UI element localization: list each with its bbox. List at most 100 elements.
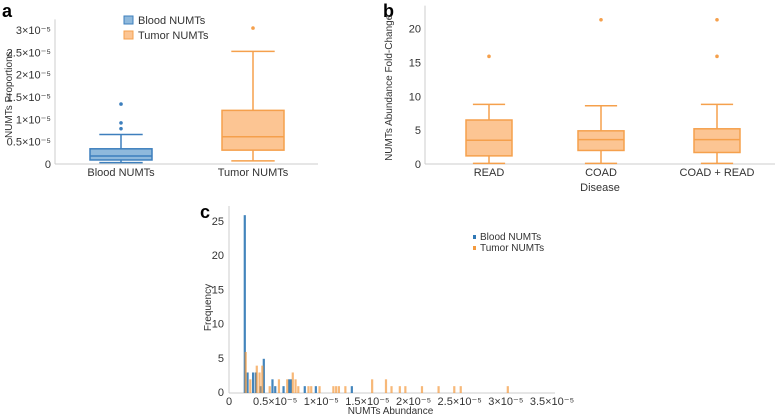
x-tick-label: Tumor NUMTs <box>218 167 289 179</box>
histogram-bar <box>398 386 401 393</box>
histogram-bar <box>310 386 313 393</box>
box-coad-read <box>693 17 741 165</box>
x-tick-label: COAD <box>585 167 617 179</box>
histogram-bar <box>332 386 335 393</box>
iqr-box <box>465 119 513 157</box>
histogram-bar <box>271 379 274 393</box>
box-coad <box>577 17 625 165</box>
histogram-bar <box>289 379 293 393</box>
outlier-point <box>119 126 123 131</box>
panel-b-boxplot: b 0 5 10 15 20 NUMTs Abundance Fold-Change Dise… <box>383 1 775 194</box>
iqr-box <box>693 128 741 154</box>
histogram-bar <box>420 386 424 393</box>
y-tick-label: 15 <box>212 284 224 296</box>
histogram-bar <box>459 386 462 393</box>
y-tick-label: 20 <box>212 250 224 262</box>
legend-swatch <box>473 246 476 250</box>
y-axis-label: NUMTs Abundance Fold-Change <box>384 14 395 161</box>
x-tick-label: COAD + READ <box>680 167 755 179</box>
iqr-box <box>89 148 153 161</box>
x-tick-label: 1.5×10⁻⁵ <box>345 396 389 408</box>
panel-c-histogram: c 0 5 10 15 20 25 0 0.5×10⁻⁵ 1×10⁻⁵ 1.5×10⁻⁵ 2×10⁻⁵… <box>200 202 574 416</box>
y-tick-label: 0 <box>45 159 51 171</box>
x-tick-label: 0.5×10⁻⁵ <box>253 396 297 408</box>
histogram-bar <box>246 372 249 393</box>
histogram-bar <box>384 379 388 393</box>
outlier-point <box>251 26 255 30</box>
histogram-bar <box>297 386 300 393</box>
x-tick-label: READ <box>474 167 505 179</box>
y-tick-label: 0 <box>218 387 224 399</box>
y-tick-label: 1×10⁻⁵ <box>16 114 51 126</box>
iqr-box <box>221 109 285 151</box>
histogram-bar <box>286 379 289 393</box>
histogram-bar <box>268 386 271 393</box>
panel-letter: a <box>2 1 13 21</box>
legend-swatch <box>473 235 476 239</box>
histogram-bar <box>287 379 291 393</box>
histogram-bar <box>437 386 440 393</box>
y-tick-label: 1.5×10⁻⁵ <box>7 92 51 104</box>
legend-swatch-blood <box>123 15 134 25</box>
y-tick-label: 0.5×10⁻⁵ <box>7 137 51 149</box>
histogram-bar <box>344 386 347 393</box>
histogram-bar <box>294 379 297 393</box>
outlier-point <box>599 17 603 22</box>
y-axis-label: Frequency <box>203 284 214 331</box>
histogram-bar <box>318 386 321 393</box>
outlier-point <box>715 17 719 22</box>
panel-letter: b <box>383 1 394 21</box>
histogram-bar <box>244 351 247 393</box>
histogram-bar <box>390 386 393 393</box>
y-tick-label: 5 <box>218 353 224 365</box>
histogram-bar <box>506 386 509 393</box>
histogram-bar <box>255 365 258 393</box>
outlier-point <box>715 54 719 59</box>
histogram-bar <box>303 386 306 393</box>
histogram-bar <box>251 372 255 393</box>
x-tick-label: 3×10⁻⁵ <box>488 396 523 408</box>
y-tick-label: 25 <box>212 216 224 228</box>
x-tick-label: 3.5×10⁻⁵ <box>530 396 574 408</box>
y-tick-label: 3×10⁻⁵ <box>16 25 51 37</box>
panel-a-boxplot: a 0 0.5×10⁻⁵ 1×10⁻⁵ 1.5×10⁻⁵ 2×10⁻⁵ 2.5×10⁻⁵ 3×… <box>2 1 318 179</box>
x-tick-label: 2.5×10⁻⁵ <box>438 396 482 408</box>
histogram-bar <box>291 372 294 393</box>
histogram-bar <box>314 386 317 393</box>
x-tick-label: 1×10⁻⁵ <box>304 396 339 408</box>
panel-letter: c <box>200 202 210 222</box>
histogram-bar <box>282 386 285 393</box>
box-blood-numts <box>89 102 153 164</box>
histogram-bar <box>337 386 341 393</box>
histogram-bar <box>261 365 264 393</box>
histogram-bar <box>262 358 265 393</box>
iqr-box <box>577 130 625 152</box>
legend-swatch-tumor <box>123 30 134 40</box>
box-read <box>465 54 513 165</box>
y-tick-label: 2×10⁻⁵ <box>16 70 51 82</box>
y-axis-label: NUMTs Proportions <box>4 51 15 138</box>
x-tick-label: Blood NUMTs <box>87 167 155 179</box>
outlier-point <box>119 102 123 106</box>
histogram-bar <box>371 379 374 393</box>
histogram-bar <box>249 379 252 393</box>
histogram-bar <box>404 386 407 393</box>
legend-label: Blood NUMTs <box>480 232 541 243</box>
histogram-bar <box>243 215 246 393</box>
outlier-point <box>119 121 123 125</box>
legend-label: Tumor NUMTs <box>480 243 544 254</box>
y-tick-label: 15 <box>409 57 421 69</box>
box-tumor-numts <box>221 26 285 162</box>
y-tick-label: 5 <box>415 125 421 137</box>
outlier-point <box>487 54 491 59</box>
y-tick-label: 2.5×10⁻⁵ <box>7 47 51 59</box>
y-tick-label: 10 <box>409 91 421 103</box>
histogram-bar <box>350 386 353 393</box>
histogram-bar <box>453 386 456 393</box>
y-tick-label: 20 <box>409 24 421 36</box>
x-axis-label: Disease <box>580 182 620 194</box>
histogram-bar <box>274 386 277 393</box>
legend-label-blood: Blood NUMTs <box>138 15 206 27</box>
x-tick-label: 0 <box>226 396 232 408</box>
